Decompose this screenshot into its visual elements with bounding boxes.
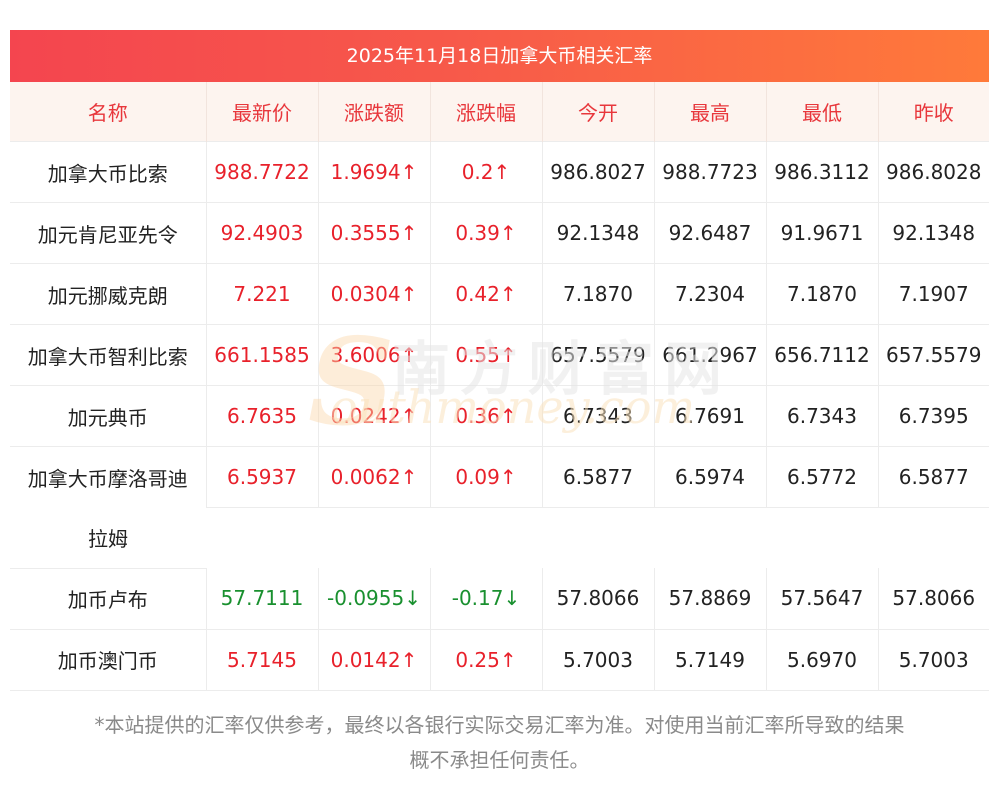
change-percent: 0.36↑	[429, 385, 542, 447]
high-price: 5.7149	[653, 628, 766, 691]
change-percent: 0.2↑	[429, 141, 542, 203]
latest-price: 661.1585	[205, 324, 318, 386]
latest-price: 6.5937	[205, 446, 318, 508]
prev-close: 5.7003	[877, 628, 989, 691]
open-price: 5.7003	[541, 628, 654, 691]
open-price: 92.1348	[541, 202, 654, 264]
rate-table: 名称 最新价 涨跌额 涨跌幅 今开 最高 最低 昨收 加拿大币比索 988.77…	[10, 82, 989, 691]
high-price: 57.8869	[653, 568, 766, 629]
high-price: 661.2967	[653, 324, 766, 386]
currency-name: 加元挪威克朗	[10, 263, 206, 325]
low-price: 57.5647	[765, 568, 878, 629]
header-open: 今开	[541, 82, 654, 142]
table-row: 加元肯尼亚先令 92.4903 0.3555↑ 0.39↑ 92.1348 92…	[10, 202, 989, 264]
change-amount: 0.0062↑	[317, 446, 430, 508]
change-percent: 0.39↑	[429, 202, 542, 264]
table-row: 加拿大币摩洛哥迪 6.5937 0.0062↑ 0.09↑ 6.5877 6.5…	[10, 446, 989, 508]
prev-close: 657.5579	[877, 324, 989, 386]
open-price: 57.8066	[541, 568, 654, 629]
table-row: 加币澳门币 5.7145 0.0142↑ 0.25↑ 5.7003 5.7149…	[10, 628, 989, 691]
currency-name: 加元肯尼亚先令	[10, 202, 206, 264]
low-price: 656.7112	[765, 324, 878, 386]
header-change: 涨跌额	[317, 82, 430, 142]
change-amount: -0.0955↓	[317, 568, 430, 629]
latest-price: 57.7111	[205, 568, 318, 629]
header-prev-close: 昨收	[877, 82, 989, 142]
open-price: 986.8027	[541, 141, 654, 203]
table-row: 加币卢布 57.7111 -0.0955↓ -0.17↓ 57.8066 57.…	[10, 567, 989, 629]
prev-close: 57.8066	[877, 568, 989, 629]
prev-close: 6.7395	[877, 385, 989, 447]
open-price: 6.5877	[541, 446, 654, 508]
currency-name: 加拿大币摩洛哥迪	[10, 446, 206, 508]
change-percent: 0.55↑	[429, 324, 542, 386]
open-price: 657.5579	[541, 324, 654, 386]
table-row: 加元挪威克朗 7.221 0.0304↑ 0.42↑ 7.1870 7.2304…	[10, 263, 989, 325]
table-row: 加拿大币比索 988.7722 1.9694↑ 0.2↑ 986.8027 98…	[10, 141, 989, 203]
change-amount: 0.0304↑	[317, 263, 430, 325]
header-change-pct: 涨跌幅	[429, 82, 542, 142]
rate-table-container: 2025年11月18日加拿大币相关汇率 名称 最新价 涨跌额 涨跌幅 今开 最高…	[10, 30, 989, 691]
header-latest: 最新价	[205, 82, 318, 142]
low-price: 7.1870	[765, 263, 878, 325]
high-price: 6.5974	[653, 446, 766, 508]
latest-price: 7.221	[205, 263, 318, 325]
change-amount: 3.6006↑	[317, 324, 430, 386]
high-price: 7.2304	[653, 263, 766, 325]
change-percent: 0.25↑	[429, 628, 542, 691]
open-price: 7.1870	[541, 263, 654, 325]
low-price: 91.9671	[765, 202, 878, 264]
currency-name: 加元典币	[10, 385, 206, 447]
change-amount: 0.0242↑	[317, 385, 430, 447]
latest-price: 6.7635	[205, 385, 318, 447]
prev-close: 7.1907	[877, 263, 989, 325]
low-price: 6.7343	[765, 385, 878, 447]
low-price: 6.5772	[765, 446, 878, 508]
latest-price: 5.7145	[205, 628, 318, 691]
high-price: 988.7723	[653, 141, 766, 203]
open-price: 6.7343	[541, 385, 654, 447]
low-price: 5.6970	[765, 628, 878, 691]
table-row: 加拿大币智利比索 661.1585 3.6006↑ 0.55↑ 657.5579…	[10, 324, 989, 386]
change-percent: 0.09↑	[429, 446, 542, 508]
header-row: 名称 最新价 涨跌额 涨跌幅 今开 最高 最低 昨收	[10, 82, 989, 142]
high-price: 6.7691	[653, 385, 766, 447]
prev-close: 92.1348	[877, 202, 989, 264]
prev-close: 6.5877	[877, 446, 989, 508]
header-low: 最低	[765, 82, 878, 142]
low-price: 986.3112	[765, 141, 878, 203]
latest-price: 92.4903	[205, 202, 318, 264]
change-amount: 1.9694↑	[317, 141, 430, 203]
disclaimer: *本站提供的汇率仅供参考，最终以各银行实际交易汇率为准。对使用当前汇率所导致的结…	[10, 708, 989, 778]
empty-continuation-cell	[206, 507, 989, 568]
change-percent: 0.42↑	[429, 263, 542, 325]
change-percent: -0.17↓	[429, 568, 542, 629]
header-high: 最高	[653, 82, 766, 142]
prev-close: 986.8028	[877, 141, 989, 203]
table-title: 2025年11月18日加拿大币相关汇率	[10, 30, 989, 82]
latest-price: 988.7722	[205, 141, 318, 203]
change-amount: 0.3555↑	[317, 202, 430, 264]
currency-name: 加币卢布	[10, 567, 206, 629]
disclaimer-line-2: 概不承担任何责任。	[409, 748, 590, 772]
currency-name-continuation: 拉姆	[88, 527, 128, 551]
high-price: 92.6487	[653, 202, 766, 264]
header-name: 名称	[10, 82, 206, 142]
change-amount: 0.0142↑	[317, 628, 430, 691]
table-row-continuation: 拉姆	[10, 507, 989, 568]
table-row: 加元典币 6.7635 0.0242↑ 0.36↑ 6.7343 6.7691 …	[10, 385, 989, 447]
disclaimer-line-1: *本站提供的汇率仅供参考，最终以各银行实际交易汇率为准。对使用当前汇率所导致的结…	[94, 713, 905, 737]
currency-name: 加拿大币智利比索	[10, 324, 206, 386]
currency-name: 加拿大币比索	[10, 141, 206, 203]
currency-name: 加币澳门币	[10, 628, 206, 691]
